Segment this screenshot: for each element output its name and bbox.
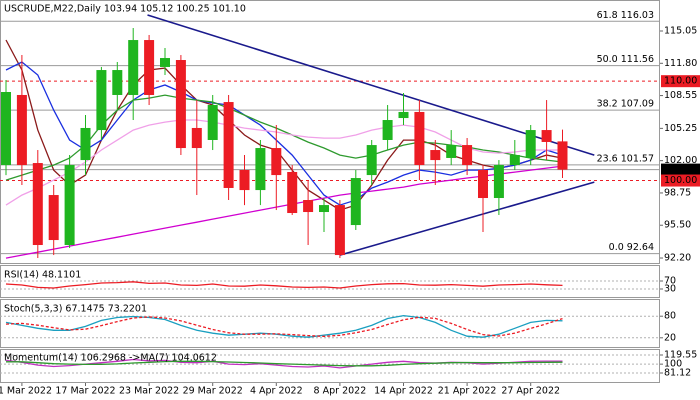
fib-label: 50.0 111.56 <box>597 54 654 65</box>
axis-background <box>661 0 700 263</box>
candle-body <box>509 154 520 166</box>
level-marker <box>661 163 700 176</box>
momentum-title: Momentum(14) 106.2968 ->MA(7) 104.0612 <box>4 353 217 364</box>
y-tick-label: 70 <box>664 276 676 287</box>
stoch-title: Stoch(5,3,3) 67.1475 73.2201 <box>4 304 147 315</box>
x-tick-label: 21 Apr 2022 <box>438 386 497 397</box>
candle-body <box>239 169 250 191</box>
x-tick-label: 29 Mar 2022 <box>183 386 243 397</box>
candle-body <box>303 200 314 213</box>
momentum-panel-frame <box>0 349 660 383</box>
trend-line <box>339 181 595 256</box>
trend-line <box>147 14 595 156</box>
candle-body <box>350 178 361 226</box>
y-tick-label: 115.05 <box>664 25 697 36</box>
level-label: 101.10 <box>664 164 697 175</box>
level-marker <box>661 75 700 88</box>
y-tick-label: 95.50 <box>664 220 691 231</box>
fib-label: 0.0 92.64 <box>609 242 654 253</box>
candle-body <box>334 205 345 256</box>
candle-body <box>112 70 123 95</box>
fib-label: 38.2 107.09 <box>597 99 654 110</box>
series-line <box>5 281 563 289</box>
candle-body <box>414 111 425 166</box>
y-tick-label: 80 <box>664 311 676 322</box>
candle-body <box>16 94 27 166</box>
y-tick-label: 100 <box>664 359 682 370</box>
candle-body <box>271 148 282 176</box>
candle-body <box>478 169 488 199</box>
level-label: 110.00 <box>664 76 697 87</box>
fib-label: 61.8 116.03 <box>597 10 654 21</box>
y-tick-label: 111.80 <box>664 58 697 69</box>
candle-body <box>144 40 155 95</box>
candle-body <box>160 58 170 67</box>
x-tick-label: 17 Mar 2022 <box>55 386 115 397</box>
candle-body <box>48 195 59 241</box>
candle-body <box>525 130 536 158</box>
candle-body <box>430 150 441 161</box>
y-tick-label: 105.25 <box>664 123 697 134</box>
candle-body <box>128 40 139 95</box>
y-tick-label: 30 <box>664 284 676 295</box>
y-tick-label: 102.00 <box>664 155 697 166</box>
candle-body <box>462 145 473 166</box>
x-tick-label: 4 Apr 2022 <box>250 386 303 397</box>
candle-body <box>32 163 43 246</box>
series-line <box>6 360 563 367</box>
candle-body <box>80 127 91 161</box>
x-tick-label: 27 Apr 2022 <box>501 386 560 397</box>
y-tick-label: 108.55 <box>664 90 697 101</box>
rsi-title: RSI(14) 48.1101 <box>4 270 81 281</box>
candle-body <box>557 141 568 170</box>
stoch-panel-frame <box>0 299 660 348</box>
candle-body <box>64 165 75 246</box>
x-tick-label: 8 Apr 2022 <box>314 386 367 397</box>
y-tick-label: 119.55 <box>664 349 697 360</box>
level-marker <box>661 174 700 187</box>
series-line <box>5 165 563 259</box>
y-tick-label: 98.75 <box>664 187 691 198</box>
candle-body <box>541 130 552 142</box>
candle-body <box>446 145 457 158</box>
candle-body <box>382 120 393 140</box>
chart-title: USCRUDE,M22,Daily 103.94 105.12 100.25 1… <box>4 4 246 15</box>
y-tick-label: 81.12 <box>664 367 691 378</box>
y-tick-label: 20 <box>664 332 676 343</box>
candle-body <box>366 145 377 176</box>
candle-body <box>398 111 409 119</box>
x-tick-label: 14 Apr 2022 <box>374 386 433 397</box>
candle-body <box>493 165 504 199</box>
candle-body <box>1 92 11 166</box>
candle-body <box>287 171 298 214</box>
x-tick-label: 11 Mar 2022 <box>0 386 52 397</box>
series-line <box>5 316 563 338</box>
candle-body <box>175 60 186 149</box>
candle-body <box>96 70 107 131</box>
series-line <box>5 61 563 206</box>
candle-body <box>319 205 329 213</box>
candle-body <box>223 102 234 188</box>
candle-body <box>255 148 266 191</box>
candle-body <box>191 127 202 149</box>
candle-body <box>207 105 218 140</box>
y-tick-label: 92.20 <box>664 253 691 264</box>
x-tick-label: 23 Mar 2022 <box>119 386 179 397</box>
series-line <box>5 314 563 338</box>
level-label: 100.00 <box>664 175 697 186</box>
main-panel-frame <box>0 0 660 264</box>
fib-label: 23.6 101.57 <box>597 153 654 164</box>
